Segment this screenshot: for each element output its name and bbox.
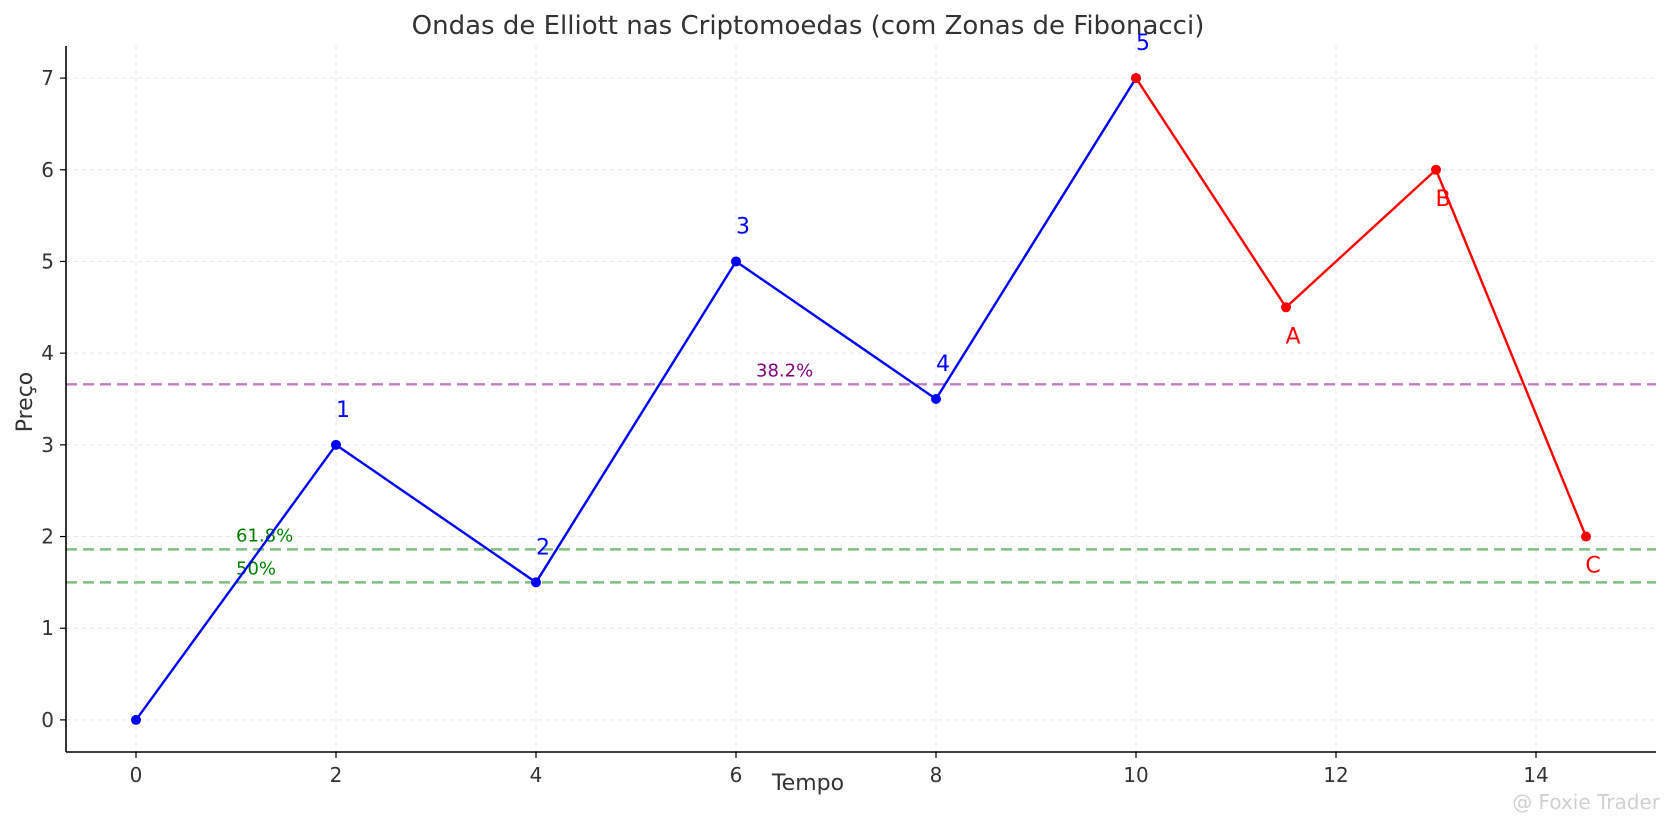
data-point <box>931 394 941 404</box>
fibonacci-levels: 38.2% 61.8% 50% <box>66 360 1656 584</box>
x-tick-label: 8 <box>930 763 943 787</box>
data-point <box>531 577 541 588</box>
x-tick-label: 12 <box>1323 763 1348 787</box>
data-point <box>1281 302 1291 313</box>
x-tick-label: 2 <box>330 763 343 787</box>
data-point <box>1131 73 1141 84</box>
x-tick-label: 6 <box>730 763 743 787</box>
series: 1 2 3 4 5 A B C <box>131 31 1601 725</box>
wave-label: B <box>1435 187 1450 212</box>
wave-label: 1 <box>336 398 350 423</box>
y-tick-label: 7 <box>41 66 54 90</box>
wave-label: C <box>1585 554 1600 579</box>
y-tick-label: 0 <box>41 708 54 732</box>
fib-level-label: 50% <box>236 558 276 579</box>
x-tick-label: 10 <box>1123 763 1148 787</box>
data-point <box>1581 531 1591 542</box>
wave-label: 3 <box>736 214 750 239</box>
data-point <box>131 714 141 725</box>
x-tick-label: 4 <box>530 763 543 787</box>
y-axis-label: Preço <box>13 372 38 433</box>
grid <box>66 46 1656 752</box>
fib-level-label: 38.2% <box>756 360 813 381</box>
fib-level-label: 61.8% <box>236 525 293 546</box>
y-tick-label: 3 <box>41 433 54 457</box>
x-axis-label: Tempo <box>771 771 844 796</box>
data-point <box>331 439 341 450</box>
y-tick-label: 6 <box>41 158 54 182</box>
wave-label: 2 <box>536 535 550 560</box>
x-tick-label: 14 <box>1523 763 1548 787</box>
wave-label: 5 <box>1136 31 1150 56</box>
chart-title: Ondas de Elliott nas Criptomoedas (com Z… <box>412 11 1205 41</box>
y-tick-label: 2 <box>41 525 54 549</box>
series-line <box>135 77 1138 721</box>
data-point <box>1431 164 1441 175</box>
wave-label: A <box>1285 324 1300 349</box>
x-tick-label: 0 <box>130 763 143 787</box>
series-line <box>1134 77 1588 537</box>
y-tick-label: 1 <box>41 616 54 640</box>
data-point <box>731 256 741 267</box>
y-tick-label: 4 <box>41 341 54 365</box>
wave-label: 4 <box>936 352 950 377</box>
y-tick-label: 5 <box>41 249 54 273</box>
watermark: @ Foxie Trader <box>1512 790 1660 814</box>
